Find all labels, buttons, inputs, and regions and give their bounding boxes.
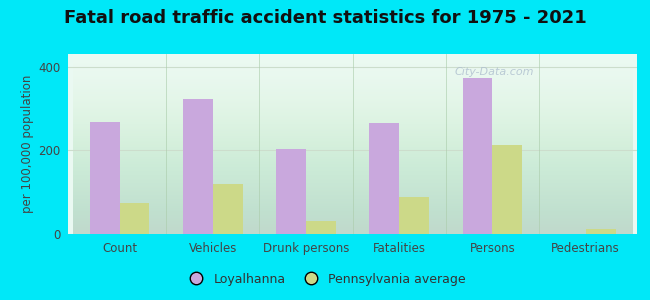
Bar	[369, 123, 399, 234]
Legend: Loyalhanna, Pennsylvania average: Loyalhanna, Pennsylvania average	[179, 268, 471, 291]
Text: City-Data.com: City-Data.com	[455, 67, 534, 76]
Bar	[90, 122, 120, 234]
Bar	[306, 221, 336, 234]
Bar	[120, 203, 150, 234]
Bar	[183, 99, 213, 234]
Bar	[213, 184, 242, 234]
Bar	[463, 78, 493, 234]
Bar	[586, 229, 616, 234]
Text: Fatal road traffic accident statistics for 1975 - 2021: Fatal road traffic accident statistics f…	[64, 9, 586, 27]
Bar	[493, 145, 523, 234]
Bar	[276, 149, 306, 234]
Y-axis label: per 100,000 population: per 100,000 population	[21, 75, 34, 213]
Bar	[399, 197, 429, 234]
